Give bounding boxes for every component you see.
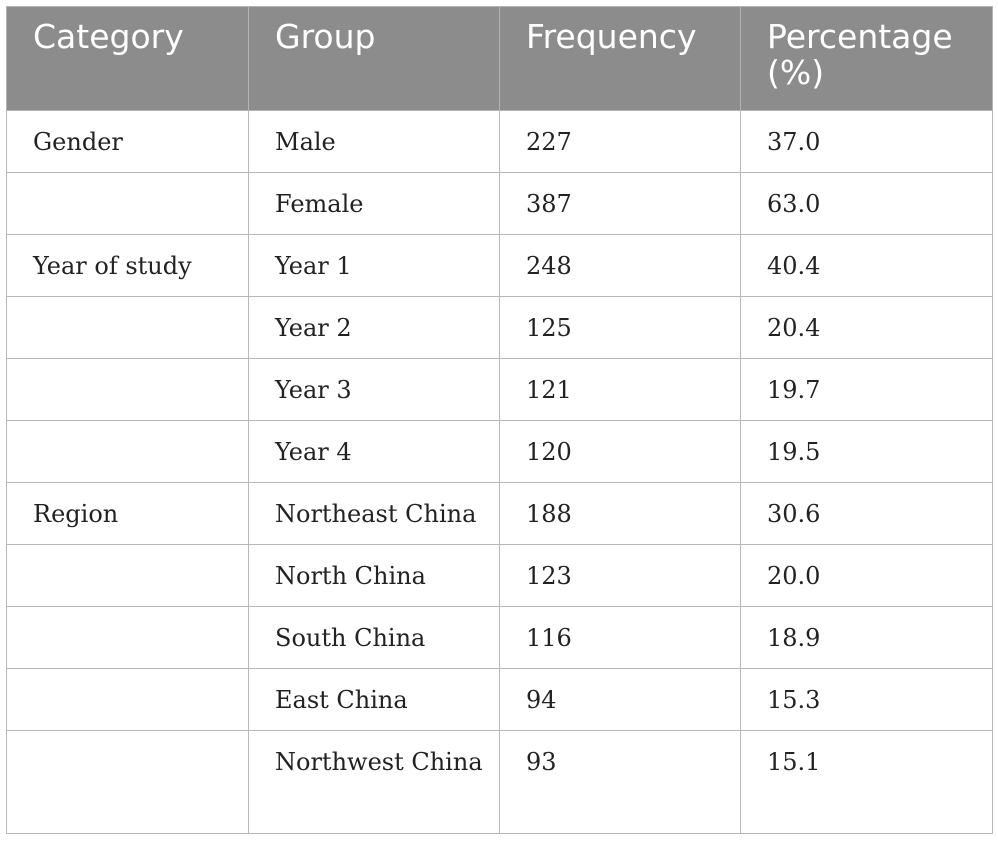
header-category: Category [6, 6, 249, 111]
table-header: Category Group Frequency Percentage (%) [6, 6, 993, 111]
table-row: East China 94 15.3 [6, 668, 993, 731]
cell-frequency: 125 [499, 296, 741, 359]
header-group: Group [248, 6, 500, 111]
table-row: Year 3 121 19.7 [6, 358, 993, 421]
cell-frequency: 188 [499, 482, 741, 545]
cell-group: Year 1 [248, 234, 500, 297]
cell-frequency: 123 [499, 544, 741, 607]
cell-frequency: 121 [499, 358, 741, 421]
cell-percentage: 20.0 [740, 544, 993, 607]
cell-group: Year 3 [248, 358, 500, 421]
cell-percentage: 19.7 [740, 358, 993, 421]
cell-frequency: 116 [499, 606, 741, 669]
header-percentage: Percentage (%) [740, 6, 993, 111]
cell-group: East China [248, 668, 500, 731]
cell-percentage: 18.9 [740, 606, 993, 669]
cell-group: Female [248, 172, 500, 235]
cell-group: Male [248, 110, 500, 173]
cell-percentage: 63.0 [740, 172, 993, 235]
cell-group: Northeast China [248, 482, 500, 545]
cell-group: South China [248, 606, 500, 669]
table-row: Year of study Year 1 248 40.4 [6, 234, 993, 297]
cell-group: North China [248, 544, 500, 607]
cell-frequency: 227 [499, 110, 741, 173]
table-row: Gender Male 227 37.0 [6, 110, 993, 173]
table-body: Gender Male 227 37.0 Female 387 63.0 Yea… [6, 110, 993, 834]
cell-frequency: 94 [499, 668, 741, 731]
header-frequency: Frequency [499, 6, 741, 111]
table-row: Region Northeast China 188 30.6 [6, 482, 993, 545]
cell-frequency: 248 [499, 234, 741, 297]
cell-percentage: 37.0 [740, 110, 993, 173]
table-row: Year 2 125 20.4 [6, 296, 993, 359]
cell-percentage: 20.4 [740, 296, 993, 359]
cell-category: Gender [6, 110, 249, 173]
cell-group: Year 2 [248, 296, 500, 359]
cell-group: Year 4 [248, 420, 500, 483]
cell-category [6, 668, 249, 731]
cell-group: Northwest China [248, 730, 500, 834]
cell-percentage: 30.6 [740, 482, 993, 545]
table-row: Northwest China 93 15.1 [6, 730, 993, 834]
table-row: Year 4 120 19.5 [6, 420, 993, 483]
cell-category: Region [6, 482, 249, 545]
cell-category [6, 172, 249, 235]
cell-category [6, 606, 249, 669]
table-row: North China 123 20.0 [6, 544, 993, 607]
cell-percentage: 19.5 [740, 420, 993, 483]
cell-category [6, 420, 249, 483]
cell-percentage: 15.3 [740, 668, 993, 731]
demographics-table: Category Group Frequency Percentage (%) … [6, 6, 993, 834]
cell-frequency: 93 [499, 730, 741, 834]
header-row: Category Group Frequency Percentage (%) [6, 6, 993, 111]
table-row: Female 387 63.0 [6, 172, 993, 235]
cell-category [6, 730, 249, 834]
cell-category: Year of study [6, 234, 249, 297]
cell-percentage: 40.4 [740, 234, 993, 297]
table-row: South China 116 18.9 [6, 606, 993, 669]
cell-category [6, 358, 249, 421]
cell-frequency: 120 [499, 420, 741, 483]
cell-category [6, 544, 249, 607]
cell-percentage: 15.1 [740, 730, 993, 834]
cell-frequency: 387 [499, 172, 741, 235]
cell-category [6, 296, 249, 359]
